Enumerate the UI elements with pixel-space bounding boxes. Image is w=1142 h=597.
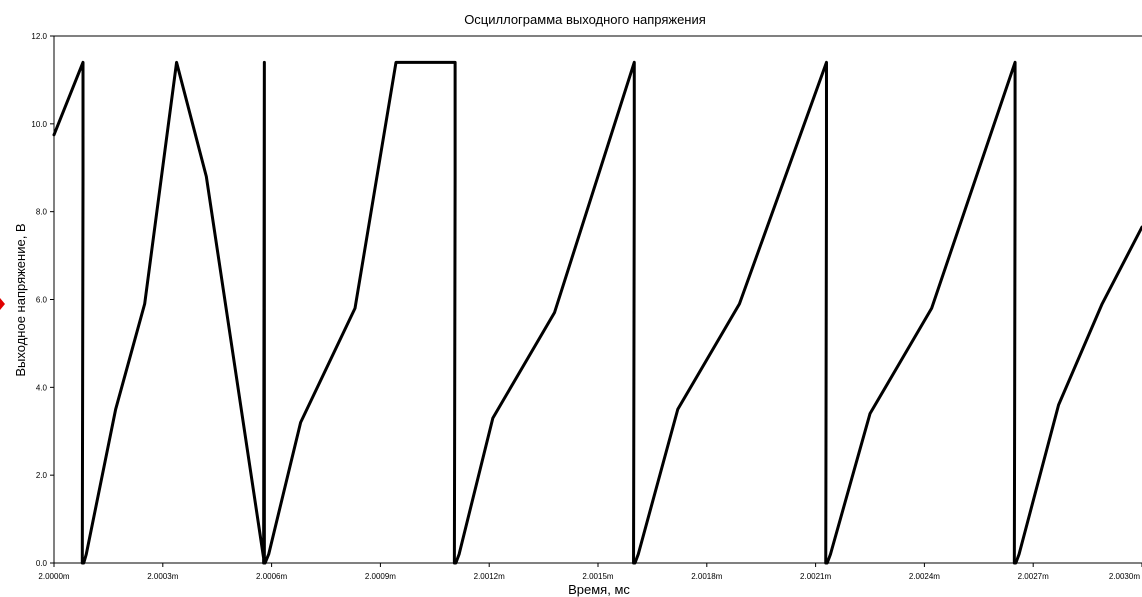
x-tick-label: 2.0009m (365, 572, 396, 581)
y-tick-label: 10.0 (31, 120, 47, 129)
series-line (52, 60, 1142, 565)
series-point (81, 562, 84, 564)
y-tick-label: 0.0 (36, 559, 48, 568)
series-point (114, 408, 117, 411)
series-point (869, 412, 871, 415)
series-point (1014, 61, 1016, 64)
chart-title: Осциллограмма выходного напряжения (464, 12, 706, 27)
y-tick-label: 6.0 (36, 296, 48, 305)
series-point (82, 562, 85, 564)
series-point (492, 417, 494, 419)
x-axis-label: Время, мс (568, 582, 630, 597)
x-tick-label: 2.0015m (582, 572, 613, 581)
series-point (143, 303, 146, 305)
series-point (85, 553, 88, 556)
y-tick-label: 2.0 (36, 471, 48, 480)
series-point (454, 175, 456, 178)
cursor-marker-icon (0, 298, 5, 310)
series-point (267, 553, 270, 556)
series-point (82, 61, 84, 64)
series-point (829, 553, 832, 556)
series-point (299, 421, 302, 424)
series-point (1018, 553, 1020, 556)
series-point (262, 562, 265, 564)
y-ticks-group: 0.0 2.0 4.0 6.0 8.0 10.0 12.0 (31, 32, 54, 568)
x-tick-label: 2.0018m (691, 572, 722, 581)
series-group (52, 60, 1142, 565)
series-point (175, 61, 178, 64)
x-tick-label: 2.0003m (147, 572, 178, 581)
series-point (53, 134, 55, 136)
series-point (1014, 175, 1016, 178)
x-tick-label: 2.0021m (800, 572, 831, 581)
series-point (637, 553, 640, 556)
series-point (676, 408, 679, 411)
y-axis-label: Выходное напряжение, В (13, 223, 28, 376)
y-tick-label: 4.0 (36, 383, 48, 392)
series-point (205, 175, 208, 178)
series-point (1014, 562, 1017, 564)
series-point (825, 61, 828, 64)
series-point (264, 562, 266, 564)
series-point (1057, 404, 1060, 406)
series-point (1101, 303, 1103, 305)
series-point (458, 553, 460, 556)
y-tick-label: 12.0 (31, 32, 47, 41)
x-tick-label: 2.0000m (38, 572, 69, 581)
series-point (826, 562, 829, 564)
series-point (354, 307, 356, 310)
series-point (930, 307, 933, 310)
series-point (455, 562, 457, 564)
series-point (263, 61, 266, 64)
series-point (825, 175, 828, 178)
x-tick-label: 2.0006m (256, 572, 287, 581)
series-point (633, 175, 636, 178)
axes-group (53, 35, 1142, 564)
series-point (1013, 562, 1016, 564)
series-point (634, 562, 636, 564)
x-tick-label: 2.0012m (474, 572, 505, 581)
x-tick-label: 2.0030m (1109, 572, 1140, 581)
series-point (553, 311, 556, 314)
series-point (633, 61, 636, 64)
series-point (82, 175, 84, 178)
series-point (738, 303, 741, 305)
x-tick-label: 2.0027m (1018, 572, 1049, 581)
series-point (824, 562, 827, 564)
x-ticks-group: 2.0000m 2.0003m 2.0006m 2.0009m 2.0012m 2.001… (38, 563, 1142, 581)
series-point (632, 562, 635, 564)
y-tick-label: 8.0 (36, 208, 48, 217)
series-point (395, 61, 397, 64)
series-point (454, 61, 456, 64)
x-tick-label: 2.0024m (909, 572, 940, 581)
series-point (453, 562, 456, 564)
